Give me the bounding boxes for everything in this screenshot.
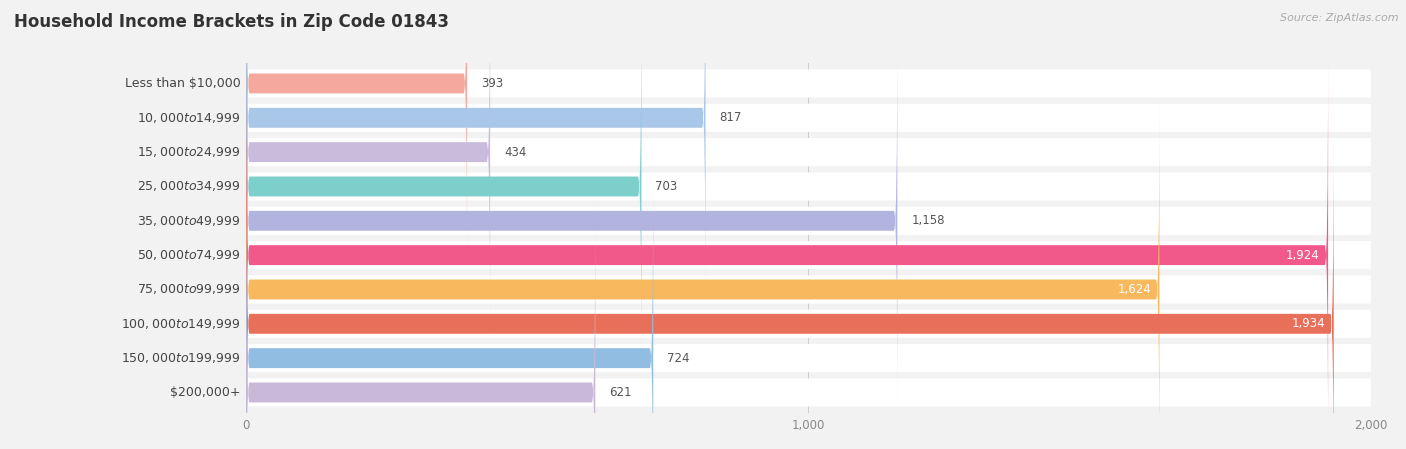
Text: 1,158: 1,158 [911,214,945,227]
FancyBboxPatch shape [246,196,595,449]
FancyBboxPatch shape [246,104,1371,132]
Text: 1,624: 1,624 [1118,283,1152,296]
FancyBboxPatch shape [246,0,467,280]
Text: 724: 724 [668,352,690,365]
FancyBboxPatch shape [246,207,1371,235]
Text: 1,934: 1,934 [1292,317,1326,330]
Text: 393: 393 [481,77,503,90]
FancyBboxPatch shape [246,138,1371,166]
FancyBboxPatch shape [246,70,1371,97]
FancyBboxPatch shape [246,172,1371,201]
Text: $35,000 to $49,999: $35,000 to $49,999 [136,214,240,228]
Text: Less than $10,000: Less than $10,000 [125,77,240,90]
FancyBboxPatch shape [246,162,654,449]
Text: $10,000 to $14,999: $10,000 to $14,999 [136,111,240,125]
FancyBboxPatch shape [246,0,641,383]
FancyBboxPatch shape [246,310,1371,338]
Text: 817: 817 [720,111,742,124]
FancyBboxPatch shape [246,128,1334,449]
Text: $75,000 to $99,999: $75,000 to $99,999 [136,282,240,296]
Text: Household Income Brackets in Zip Code 01843: Household Income Brackets in Zip Code 01… [14,13,449,31]
Text: $100,000 to $149,999: $100,000 to $149,999 [121,317,240,331]
FancyBboxPatch shape [246,0,706,314]
Text: $50,000 to $74,999: $50,000 to $74,999 [136,248,240,262]
FancyBboxPatch shape [246,59,1329,449]
FancyBboxPatch shape [246,379,1371,406]
FancyBboxPatch shape [246,0,491,348]
Text: Source: ZipAtlas.com: Source: ZipAtlas.com [1281,13,1399,23]
Text: 1,924: 1,924 [1286,249,1320,262]
Text: 621: 621 [609,386,631,399]
Text: $25,000 to $34,999: $25,000 to $34,999 [136,180,240,194]
Text: $15,000 to $24,999: $15,000 to $24,999 [136,145,240,159]
Text: $150,000 to $199,999: $150,000 to $199,999 [121,351,240,365]
FancyBboxPatch shape [246,93,1160,449]
FancyBboxPatch shape [246,241,1371,269]
Text: 703: 703 [655,180,678,193]
FancyBboxPatch shape [246,344,1371,372]
Text: $200,000+: $200,000+ [170,386,240,399]
Text: 434: 434 [505,145,527,158]
FancyBboxPatch shape [246,275,1371,304]
FancyBboxPatch shape [246,25,897,417]
